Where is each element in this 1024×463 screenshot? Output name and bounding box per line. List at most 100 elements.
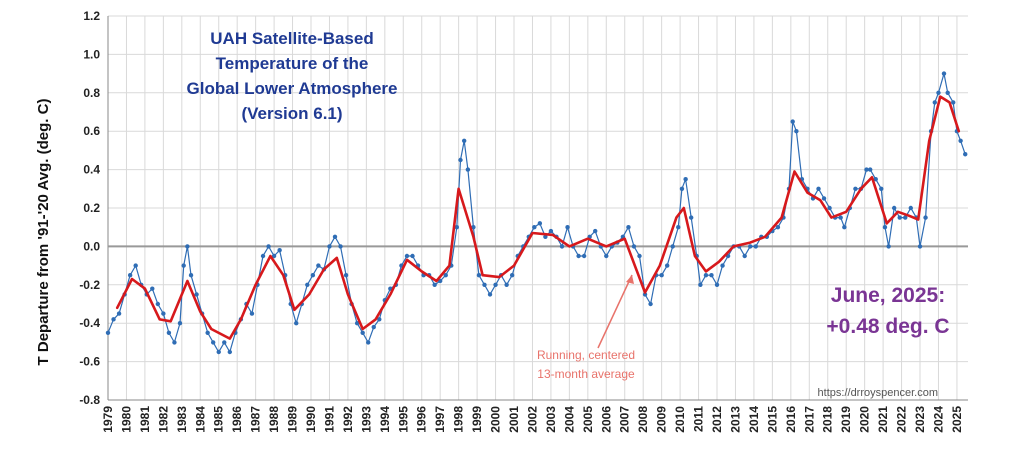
x-tick-label: 1996 xyxy=(415,406,429,433)
monthly-point xyxy=(310,273,316,278)
monthly-point xyxy=(277,248,282,253)
monthly-point xyxy=(127,273,133,278)
monthly-point xyxy=(932,100,937,105)
monthly-point xyxy=(816,186,821,191)
x-tick-label: 1991 xyxy=(322,406,336,433)
monthly-point xyxy=(703,273,709,278)
monthly-point xyxy=(458,157,463,163)
monthly-point xyxy=(581,253,587,259)
monthly-point xyxy=(227,349,233,355)
title-line-4: (Version 6.1) xyxy=(241,104,342,123)
monthly-point xyxy=(371,324,376,330)
x-tick-label: 2000 xyxy=(489,406,503,433)
monthly-point xyxy=(260,253,266,259)
x-tick-label: 2012 xyxy=(710,406,724,433)
x-tick-label: 1983 xyxy=(175,406,189,433)
x-tick-label: 1999 xyxy=(470,406,484,433)
monthly-point xyxy=(509,273,515,278)
y-axis-label: T Departure from '91-'20 Avg. (deg. C) xyxy=(35,99,52,366)
latest-month: June, 2025: xyxy=(831,284,945,307)
monthly-point xyxy=(471,225,476,230)
x-tick-label: 2008 xyxy=(636,406,650,433)
monthly-point xyxy=(327,244,332,249)
monthly-point xyxy=(742,253,747,259)
x-tick-label: 1989 xyxy=(286,406,300,433)
monthly-point xyxy=(670,244,675,249)
x-tick-label: 2010 xyxy=(673,406,687,433)
monthly-point xyxy=(637,253,642,259)
monthly-point xyxy=(631,244,637,249)
x-tick-label: 2007 xyxy=(618,406,632,433)
monthly-point xyxy=(316,263,321,268)
y-tick-label: 1.2 xyxy=(83,9,100,23)
x-tick-label: 2014 xyxy=(747,406,761,433)
monthly-point xyxy=(487,292,493,297)
monthly-point xyxy=(166,330,172,335)
x-tick-label: 1997 xyxy=(433,406,447,433)
monthly-point xyxy=(305,282,310,287)
monthly-point xyxy=(714,282,720,287)
monthly-point xyxy=(903,215,908,220)
x-tick-label: 2017 xyxy=(802,406,816,433)
title-line-1: UAH Satellite-Based xyxy=(210,29,373,48)
x-tick-label: 2018 xyxy=(821,406,835,433)
monthly-point xyxy=(576,253,581,259)
monthly-point xyxy=(775,225,781,230)
monthly-point xyxy=(537,221,543,226)
monthly-point xyxy=(210,340,216,345)
monthly-point xyxy=(155,301,161,307)
monthly-point xyxy=(548,228,554,234)
x-tick-label: 1998 xyxy=(452,406,466,433)
title-line-2: Temperature of the xyxy=(216,54,369,73)
x-tick-label: 2001 xyxy=(507,406,521,433)
x-tick-label: 1994 xyxy=(378,406,392,433)
monthly-point xyxy=(216,349,221,355)
monthly-point xyxy=(532,225,537,230)
monthly-point xyxy=(827,205,832,211)
monthly-point xyxy=(917,244,923,249)
annotation-line-1: Running, centered xyxy=(537,348,635,362)
x-tick-labels: 1979 1980 1981 1982 1983 1984 1985 1986 1987 1988… xyxy=(101,406,964,433)
y-tick-label: 0.4 xyxy=(83,163,100,177)
x-tick-label: 1980 xyxy=(119,406,133,433)
monthly-point xyxy=(709,273,714,278)
monthly-point xyxy=(565,225,570,230)
monthly-point xyxy=(181,263,186,268)
y-tick-label: 0.0 xyxy=(83,239,100,253)
y-tick-label: -0.4 xyxy=(79,316,100,330)
monthly-point xyxy=(338,244,343,249)
monthly-point xyxy=(821,196,827,201)
annotation-line-2: 13-month average xyxy=(537,367,635,381)
monthly-point xyxy=(360,330,365,335)
latest-value-label: June, 2025: +0.48 deg. C xyxy=(826,284,949,338)
monthly-point xyxy=(366,340,371,345)
annotation-arrow xyxy=(597,274,633,349)
monthly-point xyxy=(465,167,471,172)
monthly-point xyxy=(879,186,884,191)
source-credit: https://drroyspencer.com xyxy=(818,387,938,399)
monthly-point xyxy=(354,321,360,326)
x-tick-label: 2025 xyxy=(950,406,964,433)
x-tick-label: 1990 xyxy=(304,406,318,433)
monthly-point xyxy=(867,167,873,172)
monthly-point xyxy=(873,177,878,182)
x-tick-label: 1986 xyxy=(230,406,244,433)
monthly-point xyxy=(794,129,799,134)
y-tick-label: 0.6 xyxy=(83,124,100,138)
monthly-point xyxy=(790,119,795,124)
monthly-point xyxy=(543,234,548,239)
monthly-point xyxy=(897,215,902,220)
monthly-point xyxy=(936,90,941,96)
y-tick-label: 0.8 xyxy=(83,86,100,100)
x-tick-label: 1992 xyxy=(341,406,355,433)
monthly-point xyxy=(853,186,858,191)
monthly-point xyxy=(410,253,415,259)
monthly-point xyxy=(688,215,694,220)
monthly-point xyxy=(604,253,609,259)
x-tick-label: 1984 xyxy=(193,406,207,433)
monthly-point xyxy=(941,71,947,76)
x-tick-label: 2021 xyxy=(876,406,890,433)
monthly-point xyxy=(626,225,631,230)
monthly-point xyxy=(753,244,758,249)
chart-title: UAH Satellite-Based Temperature of the G… xyxy=(187,29,398,123)
